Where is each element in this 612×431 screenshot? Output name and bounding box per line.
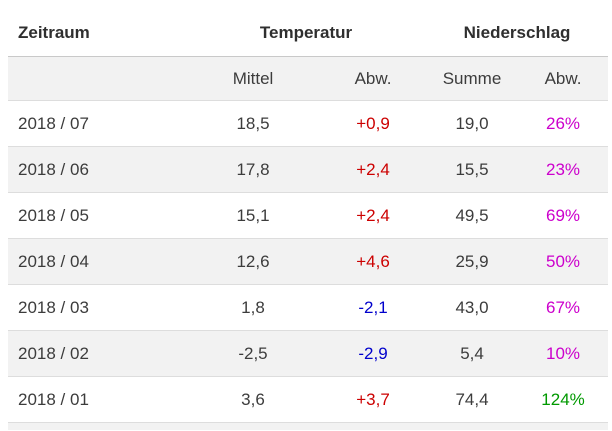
cell-nied-abw: 69% (518, 192, 609, 239)
cell-temp-abw: +2,4 (320, 146, 427, 193)
cell-nied-abw: 67% (518, 284, 609, 331)
table-row: 2018 / 07 18,5 +0,9 19,0 26% (8, 100, 609, 147)
cell-summe: 74,4 (426, 376, 519, 423)
column-group-niederschlag: Niederschlag (426, 0, 609, 57)
cell-nied-abw: 50% (518, 238, 609, 285)
sub-header-row: Mittel Abw. Summe Abw. (8, 56, 609, 101)
cell-mittel: 17,8 (186, 146, 320, 193)
cell-nied-abw: 23% (518, 146, 609, 193)
cell-temp-abw: -2,1 (320, 284, 427, 331)
cell-zeitraum: 2018 / 04 (8, 238, 186, 285)
group-header-row: Zeitraum Temperatur Niederschlag (8, 0, 609, 57)
subheader-temp-abw: Abw. (320, 56, 427, 101)
subheader-nied-abw: Abw. (518, 56, 609, 101)
cell-mittel: 1,8 (186, 284, 320, 331)
table-row: 2018 / 05 15,1 +2,4 49,5 69% (8, 192, 609, 239)
weather-stats-table: Zeitraum Temperatur Niederschlag Mittel … (8, 0, 609, 423)
cell-summe: 19,0 (426, 100, 519, 147)
table-row: 2018 / 03 1,8 -2,1 43,0 67% (8, 284, 609, 331)
cell-zeitraum: 2018 / 06 (8, 146, 186, 193)
cell-temp-abw: +2,4 (320, 192, 427, 239)
cell-nied-abw: 124% (518, 376, 609, 423)
subheader-mittel: Mittel (186, 56, 320, 101)
table-row: 2018 / 02 -2,5 -2,9 5,4 10% (8, 330, 609, 377)
table-row: 2018 / 01 3,6 +3,7 74,4 124% (8, 376, 609, 423)
cell-mittel: 12,6 (186, 238, 320, 285)
cell-nied-abw: 10% (518, 330, 609, 377)
subheader-empty (8, 56, 186, 101)
cell-nied-abw: 26% (518, 100, 609, 147)
table-row: 2018 / 06 17,8 +2,4 15,5 23% (8, 146, 609, 193)
cell-summe: 15,5 (426, 146, 519, 193)
cell-temp-abw: -2,9 (320, 330, 427, 377)
subheader-summe: Summe (426, 56, 519, 101)
cell-temp-abw: +3,7 (320, 376, 427, 423)
column-group-temperatur: Temperatur (186, 0, 427, 57)
cell-mittel: -2,5 (186, 330, 320, 377)
cell-mittel: 18,5 (186, 100, 320, 147)
cell-summe: 25,9 (426, 238, 519, 285)
cell-zeitraum: 2018 / 03 (8, 284, 186, 331)
cell-summe: 5,4 (426, 330, 519, 377)
cell-summe: 49,5 (426, 192, 519, 239)
cell-temp-abw: +0,9 (320, 100, 427, 147)
cell-temp-abw: +4,6 (320, 238, 427, 285)
next-row-partial (8, 423, 608, 430)
cell-zeitraum: 2018 / 07 (8, 100, 186, 147)
table-row: 2018 / 04 12,6 +4,6 25,9 50% (8, 238, 609, 285)
cell-mittel: 3,6 (186, 376, 320, 423)
column-header-zeitraum: Zeitraum (8, 0, 186, 57)
cell-zeitraum: 2018 / 05 (8, 192, 186, 239)
cell-mittel: 15,1 (186, 192, 320, 239)
cell-zeitraum: 2018 / 01 (8, 376, 186, 423)
cell-zeitraum: 2018 / 02 (8, 330, 186, 377)
cell-summe: 43,0 (426, 284, 519, 331)
